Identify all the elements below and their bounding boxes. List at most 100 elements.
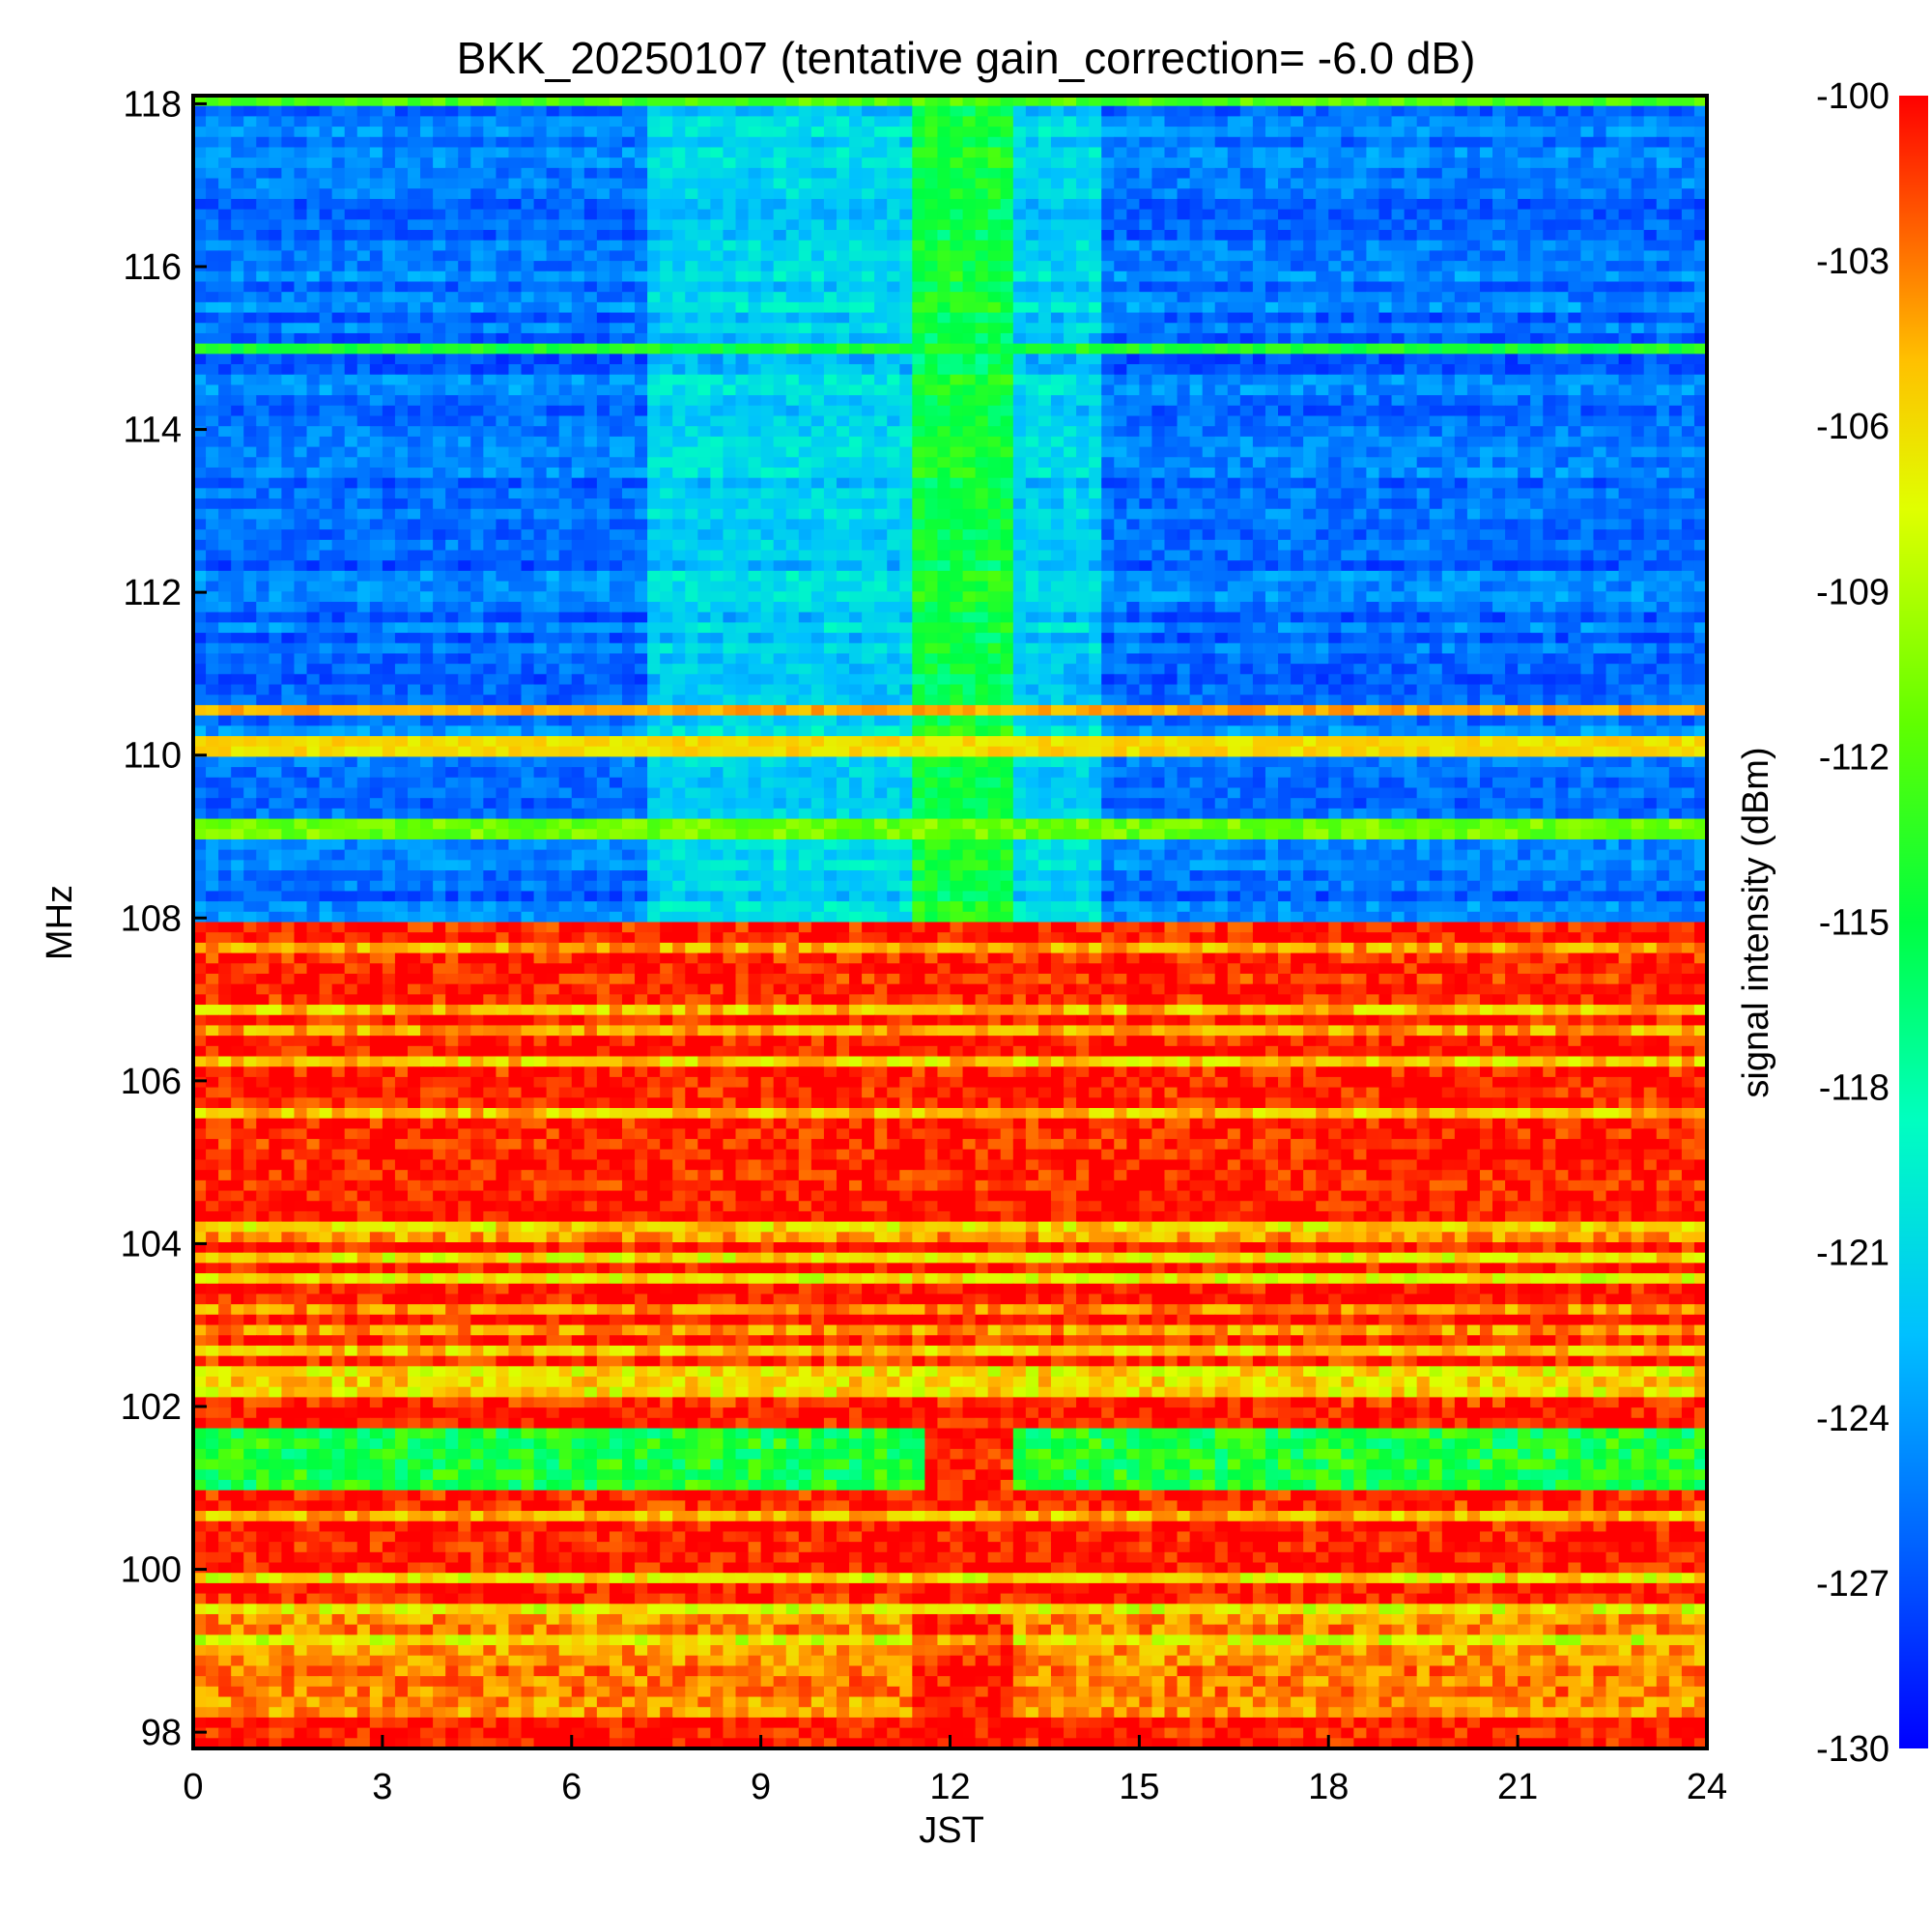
heatmap-cell — [281, 199, 295, 210]
heatmap-cell — [1530, 157, 1544, 168]
heatmap-cell — [1480, 406, 1493, 416]
heatmap-cell — [1240, 509, 1254, 520]
heatmap-cell — [635, 354, 648, 364]
heatmap-cell — [1341, 457, 1354, 468]
heatmap-cell — [660, 116, 673, 127]
heatmap-cell — [1178, 384, 1191, 395]
heatmap-cell — [1442, 179, 1456, 189]
heatmap-cell — [1530, 230, 1544, 241]
heatmap-cell — [824, 292, 838, 302]
heatmap-cell — [597, 406, 611, 416]
heatmap-cell — [1013, 313, 1027, 324]
heatmap-cell — [1101, 468, 1115, 478]
heatmap-cell — [357, 406, 371, 416]
heatmap-cell — [1518, 210, 1531, 220]
heatmap-cell — [572, 333, 585, 344]
heatmap-cell — [1114, 230, 1127, 241]
heatmap-cell — [408, 498, 421, 509]
heatmap-cell — [976, 188, 989, 199]
heatmap-cell — [1139, 261, 1152, 271]
heatmap-cell — [1505, 457, 1519, 468]
heatmap-cell — [547, 250, 560, 261]
heatmap-cell — [824, 323, 838, 333]
heatmap-cell — [1430, 416, 1443, 427]
heatmap-cell — [1405, 147, 1418, 157]
heatmap-cell — [874, 106, 888, 117]
heatmap-cell — [647, 230, 661, 241]
heatmap-cell — [1530, 116, 1544, 127]
heatmap-cell — [193, 147, 207, 157]
heatmap-cell — [1026, 106, 1039, 117]
heatmap-cell — [1580, 509, 1594, 520]
heatmap-cell — [1051, 406, 1065, 416]
heatmap-cell — [837, 313, 850, 324]
heatmap-cell — [963, 457, 977, 468]
heatmap-cell — [307, 478, 321, 489]
heatmap-cell — [672, 364, 686, 375]
heatmap-cell — [294, 498, 307, 509]
heatmap-cell — [584, 478, 598, 489]
heatmap-cell — [1291, 261, 1304, 271]
heatmap-cell — [256, 344, 270, 355]
heatmap-cell — [206, 106, 219, 117]
heatmap-cell — [786, 354, 800, 364]
heatmap-cell — [951, 468, 964, 478]
heatmap-cell — [508, 302, 522, 313]
heatmap-cell — [1606, 199, 1620, 210]
heatmap-cell — [899, 168, 913, 179]
heatmap-cell — [610, 241, 623, 251]
heatmap-cell — [951, 313, 964, 324]
heatmap-cell — [534, 509, 548, 520]
heatmap-cell — [332, 250, 346, 261]
heatmap-cell — [1505, 137, 1519, 148]
heatmap-cell — [231, 323, 244, 333]
heatmap-cell — [1669, 106, 1683, 117]
heatmap-cell — [1114, 344, 1127, 355]
heatmap-cell — [559, 179, 573, 189]
heatmap-cell — [635, 395, 648, 406]
heatmap-cell — [470, 157, 484, 168]
heatmap-cell — [887, 498, 900, 509]
heatmap-cell — [799, 271, 812, 282]
heatmap-cell — [445, 457, 459, 468]
heatmap-cell — [1038, 147, 1052, 157]
heatmap-cell — [660, 230, 673, 241]
heatmap-cell — [660, 333, 673, 344]
heatmap-cell — [1101, 241, 1115, 251]
heatmap-cell — [206, 313, 219, 324]
heatmap-cell — [672, 281, 686, 292]
heatmap-cell — [1151, 127, 1165, 137]
heatmap-cell — [433, 468, 446, 478]
heatmap-cell — [1240, 333, 1254, 344]
heatmap-cell — [874, 188, 888, 199]
heatmap-cell — [1682, 127, 1695, 137]
heatmap-cell — [1530, 437, 1544, 447]
heatmap-cell — [1240, 416, 1254, 427]
heatmap-cell — [243, 106, 257, 117]
heatmap-cell — [193, 292, 207, 302]
heatmap-cell — [887, 168, 900, 179]
heatmap-cell — [1568, 230, 1581, 241]
heatmap-cell — [622, 179, 636, 189]
heatmap-cell — [1366, 241, 1379, 251]
heatmap-cell — [697, 416, 711, 427]
heatmap-cell — [1405, 323, 1418, 333]
heatmap-cell — [1480, 375, 1493, 385]
heatmap-cell — [1164, 199, 1178, 210]
heatmap-cell — [1303, 426, 1317, 437]
heatmap-cell — [1178, 241, 1191, 251]
heatmap-cell — [1467, 271, 1481, 282]
heatmap-cell — [1580, 230, 1594, 241]
heatmap-cell — [786, 384, 800, 395]
heatmap-cell — [1682, 344, 1695, 355]
heatmap-cell — [1619, 281, 1633, 292]
heatmap-cell — [1328, 199, 1342, 210]
heatmap-cell — [635, 406, 648, 416]
heatmap-cell — [1455, 250, 1468, 261]
heatmap-cell — [924, 147, 938, 157]
heatmap-cell — [761, 261, 775, 271]
heatmap-cell — [672, 241, 686, 251]
heatmap-cell — [937, 354, 951, 364]
heatmap-cell — [370, 210, 384, 220]
heatmap-cell — [874, 488, 888, 498]
